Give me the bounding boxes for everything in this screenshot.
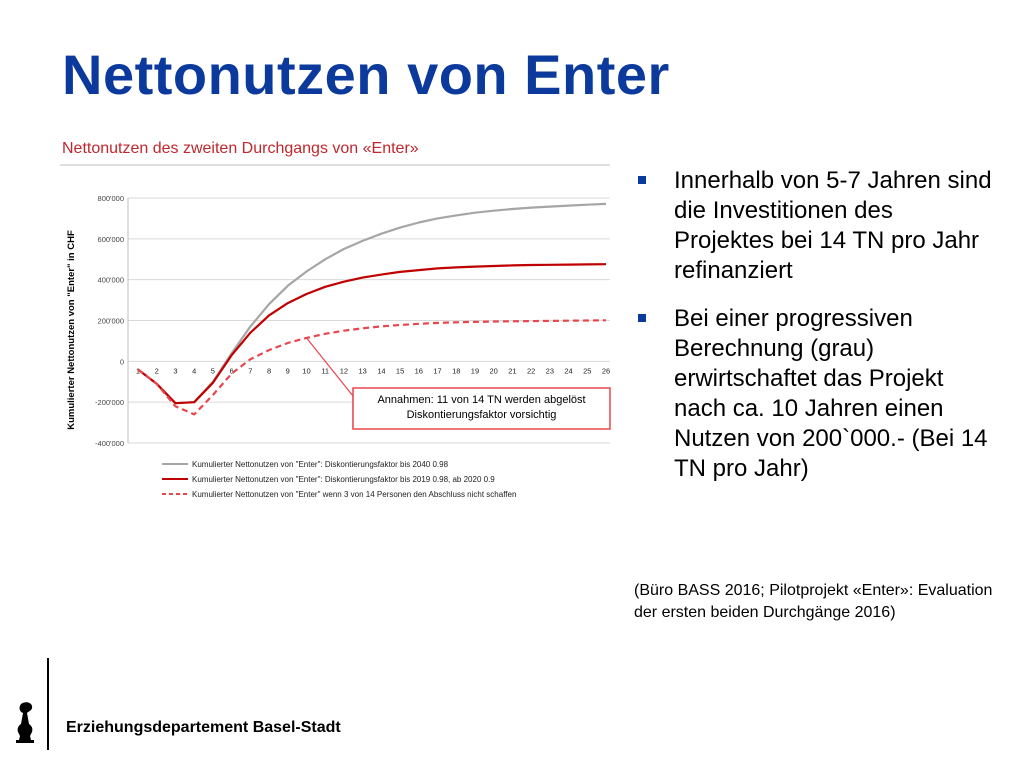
x-axis-ticks: 1 2 3 4 5 6 7 8 9 10 11 12 13 14 15 16 17 18 19 20 21 22 23 24 2… — [136, 366, 610, 375]
y-tick-label: 200'000 — [98, 317, 124, 326]
x-tick-label: 20 — [490, 366, 498, 375]
square-bullet-icon — [638, 176, 646, 184]
x-tick-label: 4 — [192, 366, 196, 375]
x-tick-label: 3 — [173, 366, 177, 375]
square-bullet-icon — [638, 314, 646, 322]
y-tick-label: -400'000 — [95, 439, 124, 448]
annotation-text: Diskontierungsfaktor vorsichtig — [407, 409, 557, 421]
x-tick-label: 14 — [377, 366, 385, 375]
x-tick-label: 17 — [433, 366, 441, 375]
y-tick-label: -200'000 — [95, 398, 124, 407]
x-tick-label: 23 — [546, 366, 554, 375]
annotation-text: Annahmen: 11 von 14 TN werden abgelöst — [377, 394, 585, 406]
source-note: (Büro BASS 2016; Pilotprojekt «Enter»: E… — [634, 582, 993, 621]
x-tick-label: 24 — [564, 366, 572, 375]
x-tick-label: 22 — [527, 366, 535, 375]
annotation-box — [352, 387, 611, 430]
x-tick-label: 10 — [302, 366, 310, 375]
legend-label: Kumulierter Nettonutzen von "Enter": Dis… — [192, 460, 449, 469]
data-series — [137, 202, 607, 416]
legend-label: Kumulierter Nettonutzen von "Enter" wenn… — [192, 490, 516, 499]
x-tick-label: 8 — [267, 366, 271, 375]
x-tick-label: 7 — [248, 366, 252, 375]
legend-label: Kumulierter Nettonutzen von "Enter": Dis… — [192, 475, 495, 484]
x-tick-label: 6 — [230, 366, 234, 375]
x-tick-label: 25 — [583, 366, 591, 375]
bullet-item: Bei einer progressiven Berechnung (grau)… — [634, 304, 994, 484]
footer-divider — [47, 658, 49, 750]
y-tick-label: 400'000 — [98, 276, 124, 285]
x-tick-label: 5 — [211, 366, 215, 375]
series-line — [137, 263, 607, 405]
x-tick-label: 11 — [321, 366, 329, 375]
x-tick-label: 12 — [340, 366, 348, 375]
series-line — [137, 319, 607, 416]
x-tick-label: 16 — [415, 366, 423, 375]
line-chart: 800'000 600'000 400'000 200'000 0 -200'000 -40… — [60, 164, 611, 499]
footer-department: Erziehungsdepartement Basel-Stadt — [66, 719, 341, 736]
y-tick-label: 600'000 — [98, 235, 124, 244]
bullet-text: Innerhalb von 5-7 Jahren sind die Invest… — [674, 167, 992, 284]
x-tick-label: 26 — [602, 366, 610, 375]
x-tick-label: 15 — [396, 366, 404, 375]
y-axis-ticks: 800'000 600'000 400'000 200'000 0 -200'000 -40… — [95, 194, 124, 448]
x-tick-label: 9 — [286, 366, 290, 375]
x-tick-label: 13 — [358, 366, 366, 375]
y-tick-label: 0 — [120, 357, 124, 366]
baselstab-logo-icon — [16, 702, 34, 743]
x-tick-label: 18 — [452, 366, 460, 375]
x-tick-label: 19 — [471, 366, 479, 375]
bullet-list: Innerhalb von 5-7 Jahren sind die Invest… — [634, 166, 994, 502]
chart-title: Nettonutzen des zweiten Durchgangs von «… — [62, 140, 419, 157]
page-title: Nettonutzen von Enter — [62, 43, 670, 106]
annotation: Annahmen: 11 von 14 TN werden abgelöst Di… — [306, 337, 611, 430]
y-tick-label: 800'000 — [98, 194, 124, 203]
x-tick-label: 2 — [155, 366, 159, 375]
bullet-item: Innerhalb von 5-7 Jahren sind die Invest… — [634, 166, 994, 286]
x-tick-label: 21 — [508, 366, 516, 375]
annotation-pointer — [306, 337, 354, 429]
series-line — [137, 202, 607, 405]
bullet-text: Bei einer progressiven Berechnung (grau)… — [674, 305, 988, 482]
y-axis-label: Kumulierter Nettonutzen von "Enter" in C… — [66, 230, 77, 430]
legend: Kumulierter Nettonutzen von "Enter": Dis… — [162, 460, 516, 499]
